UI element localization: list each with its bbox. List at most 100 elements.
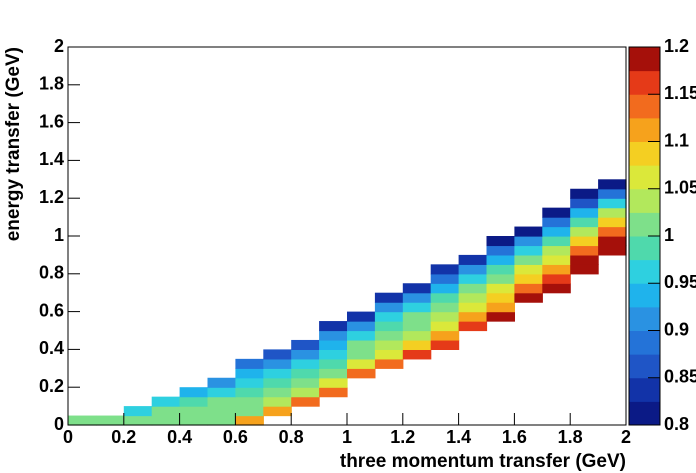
heat-cell <box>598 179 627 190</box>
heat-cell <box>235 358 264 369</box>
heat-cell <box>151 406 181 417</box>
heat-cell <box>458 302 488 313</box>
heat-cell <box>514 292 543 303</box>
heat-cell <box>430 311 460 322</box>
palette-band <box>629 377 660 402</box>
z-tick-label: 1 <box>664 225 674 245</box>
x-tick-label: 1.2 <box>390 427 415 447</box>
heat-cell <box>458 273 488 284</box>
z-tick-label: 0.9 <box>664 319 689 339</box>
heat-cell <box>123 415 153 426</box>
x-tick-label: 0.4 <box>167 427 192 447</box>
palette-band <box>629 70 660 95</box>
heat-cell <box>598 188 627 199</box>
heat-cell <box>598 207 627 218</box>
heat-cell <box>458 292 488 303</box>
heat-cell <box>263 396 292 407</box>
heat-cell <box>347 321 376 332</box>
palette-band <box>629 188 660 213</box>
heat-cell <box>319 387 348 398</box>
heat-cell <box>570 264 599 275</box>
heat-cell <box>207 406 236 417</box>
z-tick-label: 1.15 <box>664 83 696 103</box>
heat-cell <box>319 358 348 369</box>
heat-cell <box>486 236 515 247</box>
heat-cell <box>542 254 571 265</box>
heat-cell <box>123 406 153 417</box>
heat-cell <box>347 339 376 350</box>
heat-cell <box>514 245 543 256</box>
heat-cell <box>570 245 599 256</box>
heat-cell <box>542 273 571 284</box>
x-tick-label: 0.8 <box>279 427 304 447</box>
heat-cell <box>235 377 264 388</box>
x-tick-label: 1.6 <box>502 427 527 447</box>
heat-cell <box>402 330 432 341</box>
heat-cell <box>319 321 348 332</box>
palette-band <box>629 236 660 261</box>
palette-band <box>629 401 660 426</box>
heat-cell <box>151 396 181 407</box>
heat-cell <box>486 264 515 275</box>
y-tick-label: 1.6 <box>39 111 64 131</box>
heat-cell <box>514 254 543 265</box>
heat-cell <box>291 358 320 369</box>
heat-cell <box>598 217 627 228</box>
heat-cell <box>235 396 264 407</box>
z-tick-label: 1.05 <box>664 178 696 198</box>
heat-cell <box>514 236 543 247</box>
palette-band <box>629 141 660 166</box>
heat-cell <box>598 198 627 209</box>
x-tick-label: 2 <box>621 427 631 447</box>
heat-cell <box>291 339 320 350</box>
heat-cell <box>207 396 236 407</box>
palette-band <box>629 259 660 284</box>
heat-cell <box>458 311 488 322</box>
heat-cell <box>179 396 209 407</box>
heat-cell <box>235 368 264 379</box>
heat-cell <box>402 292 432 303</box>
heat-cell <box>486 302 515 313</box>
y-tick-label: 1 <box>54 225 64 245</box>
heat-cell <box>570 188 599 199</box>
heat-cell <box>235 415 264 426</box>
heat-cell <box>486 273 515 284</box>
y-tick-label: 1.4 <box>39 149 64 169</box>
z-tick-label: 0.95 <box>664 272 696 292</box>
heat-cell <box>570 254 599 265</box>
palette-band <box>629 94 660 119</box>
y-tick-label: 0 <box>54 414 64 434</box>
y-axis-title: energy transfer (GeV) <box>3 47 24 241</box>
x-tick-label: 1.8 <box>558 427 583 447</box>
heat-cell <box>319 330 348 341</box>
heat-cell <box>374 349 404 360</box>
heat-cell <box>179 387 209 398</box>
heat-cell <box>514 283 543 294</box>
heat-cell <box>402 302 432 313</box>
heat-cell <box>347 330 376 341</box>
heat-cell <box>319 368 348 379</box>
y-tick-label: 2 <box>54 36 64 56</box>
heat-cell <box>542 217 571 228</box>
heat-cell <box>542 226 571 237</box>
heat-cell <box>402 339 432 350</box>
x-axis-title: three momentum transfer (GeV) <box>340 451 626 472</box>
heat-cell <box>458 254 488 265</box>
heat-cell <box>291 387 320 398</box>
heat-cell <box>207 377 236 388</box>
heat-cell <box>570 236 599 247</box>
heat-cell <box>151 415 181 426</box>
heat-cell <box>598 245 627 256</box>
palette-band <box>629 47 660 72</box>
heat-cell <box>347 311 376 322</box>
heat-cell <box>68 415 97 426</box>
heat-cell <box>95 415 125 426</box>
heat-cell <box>374 358 404 369</box>
heat-cell <box>319 349 348 360</box>
heat-cell <box>570 198 599 209</box>
z-tick-label: 0.85 <box>664 367 696 387</box>
palette-band <box>629 330 660 355</box>
heat-cell <box>542 207 571 218</box>
